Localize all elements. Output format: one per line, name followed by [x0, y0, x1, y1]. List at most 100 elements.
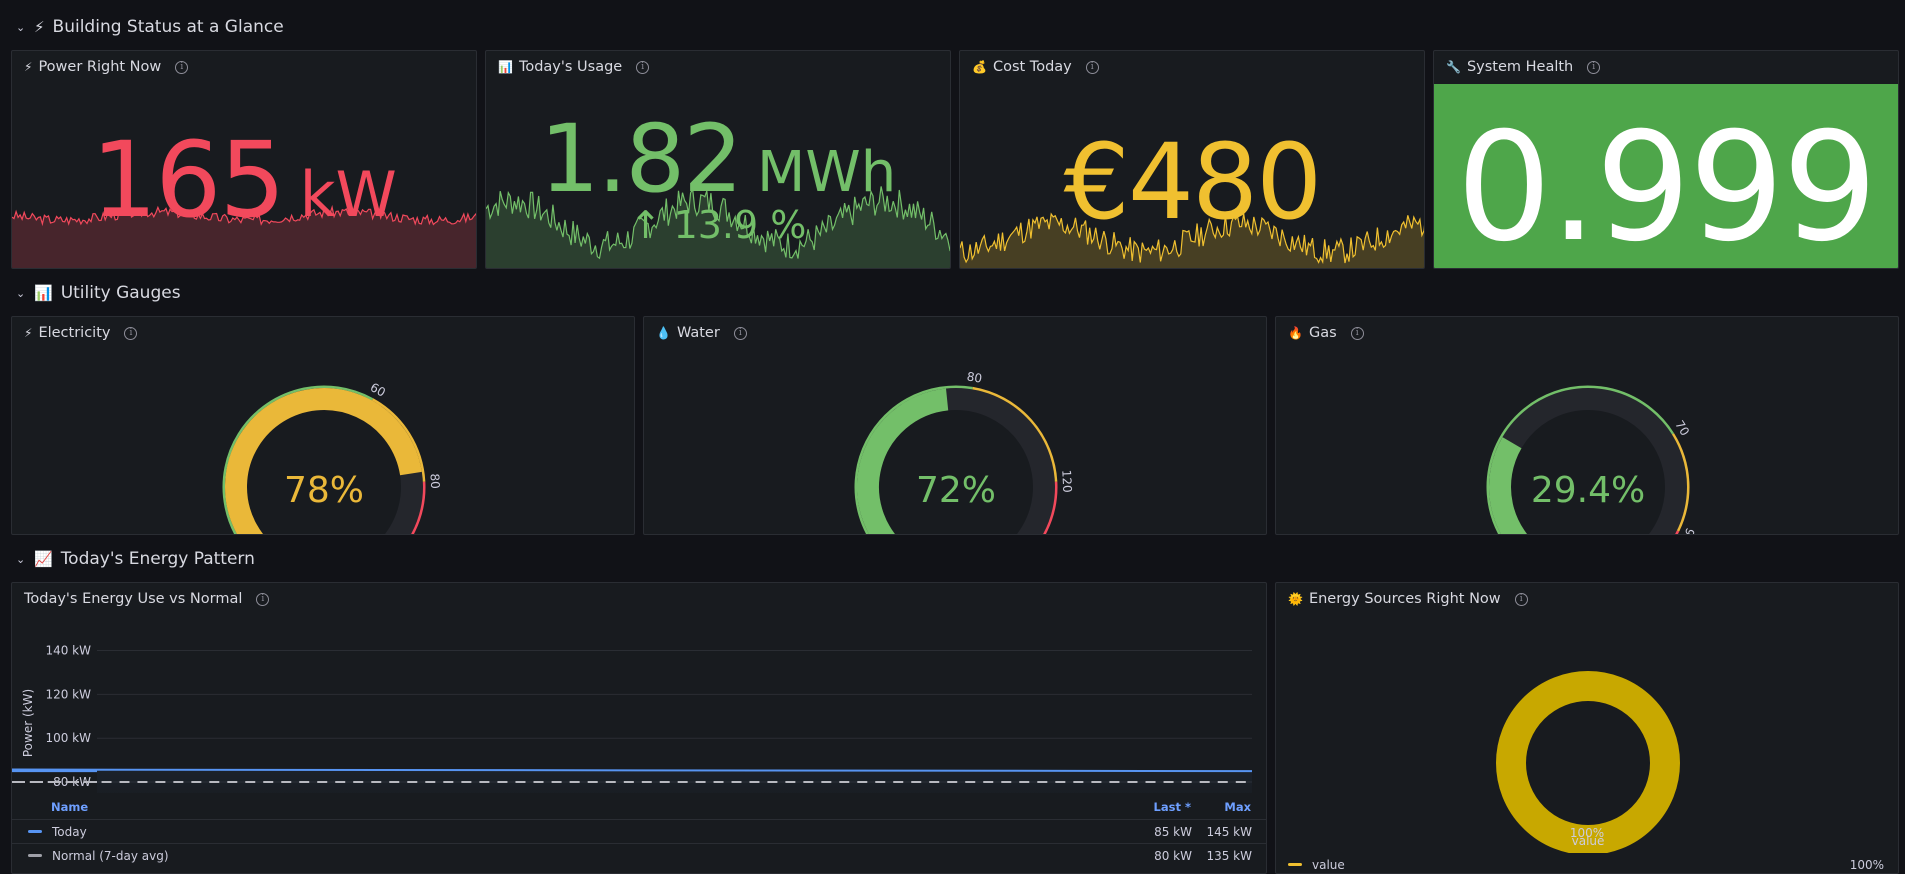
y-tick-label: 100 kW — [45, 731, 91, 745]
usage-delta-value: 13.9 % — [673, 203, 807, 247]
series-swatch — [28, 854, 42, 857]
cost-sparkline — [960, 212, 1424, 268]
panel-title: Today's Usage — [518, 59, 623, 75]
legend-col-max[interactable]: Max — [1224, 800, 1251, 814]
sun-icon: 🌞 — [1288, 592, 1303, 606]
y-tick-label: 120 kW — [45, 687, 91, 701]
threshold-band — [1042, 481, 1058, 534]
usage-delta: ↑ 13.9 % — [486, 203, 950, 247]
chevron-down-icon: ⌄ — [16, 552, 26, 566]
gauge-tick-label: 80 — [427, 473, 442, 489]
info-icon[interactable]: i — [1514, 592, 1528, 606]
health-background — [1434, 84, 1898, 268]
gas-gauge-panel[interactable]: 🔥 Gas i 0709010029.4% — [1275, 316, 1899, 535]
row-header-pattern[interactable]: ⌄ 📈 Today's Energy Pattern — [16, 548, 255, 570]
power-number: 165 — [91, 119, 286, 241]
gauge-tick-label: 80 — [966, 369, 983, 385]
electricity-gauge: 0608010078% — [222, 380, 442, 534]
series-last: 85 kW — [1154, 825, 1192, 839]
row-header-gauges[interactable]: ⌄ 📊 Utility Gauges — [16, 282, 181, 304]
panel-title: Gas — [1308, 325, 1337, 341]
legend-col-name[interactable]: Name — [51, 800, 89, 814]
gauge-value-arc — [225, 388, 422, 534]
panel-title: Today's Energy Use vs Normal — [24, 591, 243, 607]
gauge-tick-label: 70 — [1672, 418, 1692, 438]
energy-sources-panel[interactable]: 🌞 Energy Sources Right Now i value 100% … — [1275, 582, 1899, 874]
info-icon[interactable]: i — [175, 60, 189, 74]
chevron-down-icon: ⌄ — [16, 286, 26, 300]
info-icon[interactable]: i — [636, 60, 650, 74]
gauge-tick-label: 120 — [1059, 469, 1074, 493]
health-stat-panel[interactable]: 🔧 System Health i 0.999 — [1433, 50, 1899, 269]
power-sparkline — [12, 204, 476, 268]
threshold-band — [1486, 385, 1675, 534]
donut-percent: 100% — [1569, 826, 1605, 840]
series-swatch — [28, 830, 42, 833]
threshold-band — [410, 481, 426, 534]
donut-slice-value[interactable] — [1496, 671, 1680, 853]
lightning-icon: ⚡ — [34, 18, 45, 36]
threshold-band — [972, 386, 1058, 482]
line-chart-icon: 📈 — [34, 550, 53, 568]
gauge-value-text: 78% — [284, 470, 364, 511]
threshold-band — [222, 385, 374, 534]
info-icon[interactable]: i — [1350, 326, 1364, 340]
power-value: 165 kW — [12, 119, 476, 241]
gauge-value-text: 72% — [916, 470, 996, 511]
energy-sources-donut[interactable]: value — [1276, 613, 1899, 853]
series-max: 135 kW — [1206, 849, 1252, 863]
chevron-down-icon: ⌄ — [16, 20, 26, 34]
y-tick-label: 140 kW — [45, 644, 91, 658]
threshold-band — [371, 398, 426, 482]
lightning-icon: ⚡ — [24, 60, 33, 74]
legend-row-today[interactable]: Today 85 kW 145 kW — [12, 819, 1266, 843]
series-line-normal — [12, 781, 1253, 784]
arrow-up-icon: ↑ — [629, 203, 662, 247]
panel-title: Power Right Now — [38, 59, 162, 75]
row-title: Utility Gauges — [60, 283, 181, 303]
threshold-band — [1671, 433, 1690, 532]
usage-sparkline — [486, 186, 950, 268]
electricity-gauge-panel[interactable]: ⚡ Electricity i 0608010078% — [11, 316, 635, 535]
donut-label: value — [1572, 834, 1605, 848]
power-stat-panel[interactable]: ⚡ Power Right Now i 165 kW — [11, 50, 477, 269]
gauge-track — [1489, 388, 1687, 534]
sparkline-area — [960, 213, 1424, 268]
power-unit: kW — [299, 158, 397, 231]
usage-number: 1.82 — [539, 105, 743, 214]
water-gauge: 08012015072% — [854, 369, 1074, 534]
sparkline-area — [12, 207, 476, 268]
wrench-icon: 🔧 — [1446, 60, 1461, 74]
info-icon[interactable]: i — [733, 326, 747, 340]
legend-col-last[interactable]: Last * — [1153, 800, 1191, 814]
legend-row-value[interactable]: value 100% — [1276, 853, 1898, 873]
series-name: Normal (7-day avg) — [52, 849, 169, 863]
series-value: 100% — [1849, 858, 1884, 872]
info-icon[interactable]: i — [1085, 60, 1099, 74]
gauge-value-arc — [857, 388, 949, 534]
threshold-band — [854, 385, 973, 534]
series-last: 80 kW — [1154, 849, 1192, 863]
row-title: Building Status at a Glance — [52, 17, 284, 37]
panel-title: Electricity — [38, 325, 111, 341]
series-name: Today — [52, 825, 87, 839]
series-swatch — [1288, 863, 1302, 866]
usage-stat-panel[interactable]: 📊 Today's Usage i 1.82 MWh ↑ 13.9 % — [485, 50, 951, 269]
cost-stat-panel[interactable]: 💰 Cost Today i €480 — [959, 50, 1425, 269]
series-max: 145 kW — [1206, 825, 1252, 839]
info-icon[interactable]: i — [124, 326, 138, 340]
gauge-tick-label: 90 — [1678, 526, 1697, 535]
water-gauge-panel[interactable]: 💧 Water i 08012015072% — [643, 316, 1267, 535]
panel-title: Water — [676, 325, 720, 341]
info-icon[interactable]: i — [1587, 60, 1601, 74]
row-header-status[interactable]: ⌄ ⚡ Building Status at a Glance — [16, 16, 284, 38]
legend-row-normal[interactable]: Normal (7-day avg) 80 kW 135 kW — [12, 843, 1266, 867]
panel-title: Cost Today — [992, 59, 1072, 75]
panel-title: System Health — [1466, 59, 1574, 75]
lightning-icon: ⚡ — [24, 326, 33, 340]
energy-timeseries-panel[interactable]: Today's Energy Use vs Normal i 80 kW 100 … — [11, 582, 1267, 874]
gas-gauge: 0709010029.4% — [1486, 385, 1697, 535]
water-drop-icon: 💧 — [656, 326, 671, 340]
info-icon[interactable]: i — [256, 592, 270, 606]
